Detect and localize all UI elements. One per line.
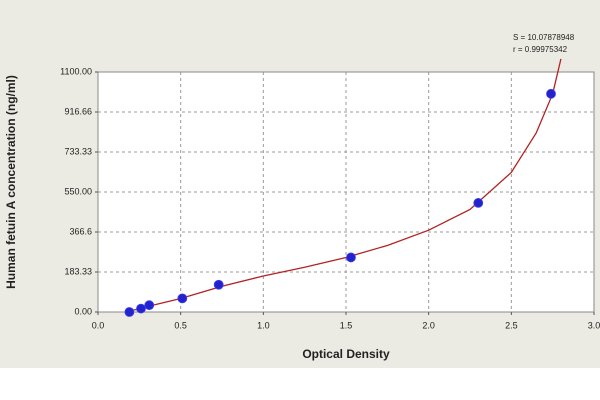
x-tick-label: 0.5 [174,320,187,330]
data-point [473,198,484,208]
x-tick-label: 0.0 [92,320,105,330]
data-point [213,279,224,290]
y-tick-label: 0.00 [74,306,92,316]
y-tick-label: 366.6 [69,226,92,236]
data-point [124,307,135,317]
data-point [144,300,155,311]
fit-curve [125,58,562,312]
y-axis-title: Human fetuin A concentration (ng/ml) [4,75,18,289]
x-tick-label: 2.0 [422,320,435,330]
data-point [546,88,556,99]
y-tick-label: 550.00 [64,186,92,196]
y-tick-label: 916.66 [64,106,92,116]
annotation: S = 10.07878948 [513,33,575,42]
x-tick-label: 1.0 [257,320,270,330]
x-tick-label: 2.5 [505,320,518,330]
y-tick-label: 1100.00 [60,66,92,76]
data-point [136,303,146,314]
data-point [177,293,188,304]
y-tick-label: 183.33 [64,266,92,276]
data-point [346,252,356,263]
annotation: r = 0.99975342 [513,45,568,54]
x-axis-title: Optical Density [302,347,390,361]
x-tick-label: 1.5 [340,320,353,330]
x-tick-label: 3.0 [588,320,600,330]
y-tick-label: 733.33 [64,146,92,156]
